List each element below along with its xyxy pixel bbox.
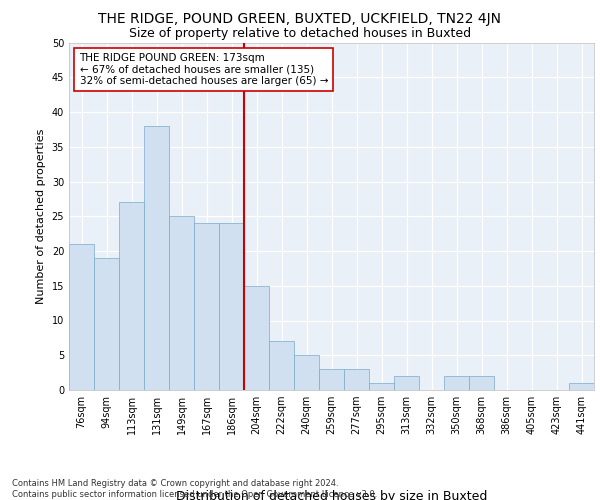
Bar <box>194 223 219 390</box>
Bar <box>219 223 244 390</box>
Bar <box>294 355 319 390</box>
Bar <box>144 126 169 390</box>
Bar <box>269 342 294 390</box>
Bar <box>69 244 94 390</box>
Bar <box>344 369 369 390</box>
Text: Contains public sector information licensed under the Open Government Licence v3: Contains public sector information licen… <box>12 490 377 499</box>
Bar <box>319 369 344 390</box>
Bar <box>469 376 494 390</box>
Bar <box>119 202 144 390</box>
Text: Size of property relative to detached houses in Buxted: Size of property relative to detached ho… <box>129 28 471 40</box>
Text: Contains HM Land Registry data © Crown copyright and database right 2024.: Contains HM Land Registry data © Crown c… <box>12 479 338 488</box>
Bar <box>94 258 119 390</box>
Y-axis label: Number of detached properties: Number of detached properties <box>36 128 46 304</box>
Bar <box>369 383 394 390</box>
Bar <box>169 216 194 390</box>
Text: THE RIDGE, POUND GREEN, BUXTED, UCKFIELD, TN22 4JN: THE RIDGE, POUND GREEN, BUXTED, UCKFIELD… <box>98 12 502 26</box>
Bar <box>244 286 269 390</box>
X-axis label: Distribution of detached houses by size in Buxted: Distribution of detached houses by size … <box>176 490 487 500</box>
Bar <box>444 376 469 390</box>
Text: THE RIDGE POUND GREEN: 173sqm
← 67% of detached houses are smaller (135)
32% of : THE RIDGE POUND GREEN: 173sqm ← 67% of d… <box>79 53 328 86</box>
Bar <box>569 383 594 390</box>
Bar <box>394 376 419 390</box>
